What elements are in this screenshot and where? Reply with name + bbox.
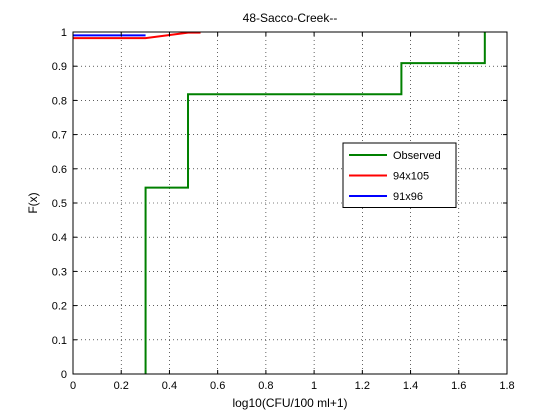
x-tick-label: 0.4 — [162, 380, 177, 392]
x-tick-label: 1.2 — [355, 380, 370, 392]
y-tick-label: 0.3 — [52, 266, 67, 278]
legend-label: 94x105 — [393, 171, 429, 183]
legend-label: 91x96 — [393, 191, 423, 203]
series-line-observed — [144, 32, 486, 374]
y-tick-label: 0.6 — [52, 164, 67, 176]
x-tick-label: 1.4 — [403, 380, 418, 392]
legend-label: Observed — [393, 150, 441, 162]
x-tick-label: 0 — [70, 380, 76, 392]
y-tick-label: 0.4 — [52, 232, 67, 244]
legend: Observed 94x105 91x96 — [342, 142, 457, 208]
x-tick-label: 1.8 — [499, 380, 514, 392]
ticks: 0 0.2 0.4 0.6 0.8 1 1.2 1.4 1.6 1.8 0 0.1 0.2 0.3 0.4 0… — [52, 27, 515, 392]
x-tick-label: 1 — [311, 380, 317, 392]
y-tick-label: 0.9 — [52, 61, 67, 73]
y-tick-label: 0.8 — [52, 95, 67, 107]
x-tick-label: 0.6 — [210, 380, 225, 392]
x-tick-label: 1.6 — [451, 380, 466, 392]
series-line-94x105 — [73, 31, 201, 40]
series-layer — [73, 31, 486, 374]
x-tick-label: 0.2 — [114, 380, 129, 392]
y-tick-label: 0.1 — [52, 335, 67, 347]
y-axis-label: F(x) — [26, 192, 40, 213]
y-tick-label: 1 — [61, 27, 67, 39]
y-tick-label: 0.7 — [52, 130, 67, 142]
chart-title: 48-Sacco-Creek-- — [243, 11, 338, 25]
y-tick-label: 0 — [61, 369, 67, 381]
x-tick-label: 0.8 — [258, 380, 273, 392]
x-axis-label: log10(CFU/100 ml+1) — [232, 396, 347, 410]
y-tick-label: 0.5 — [52, 198, 67, 210]
y-tick-label: 0.2 — [52, 301, 67, 313]
